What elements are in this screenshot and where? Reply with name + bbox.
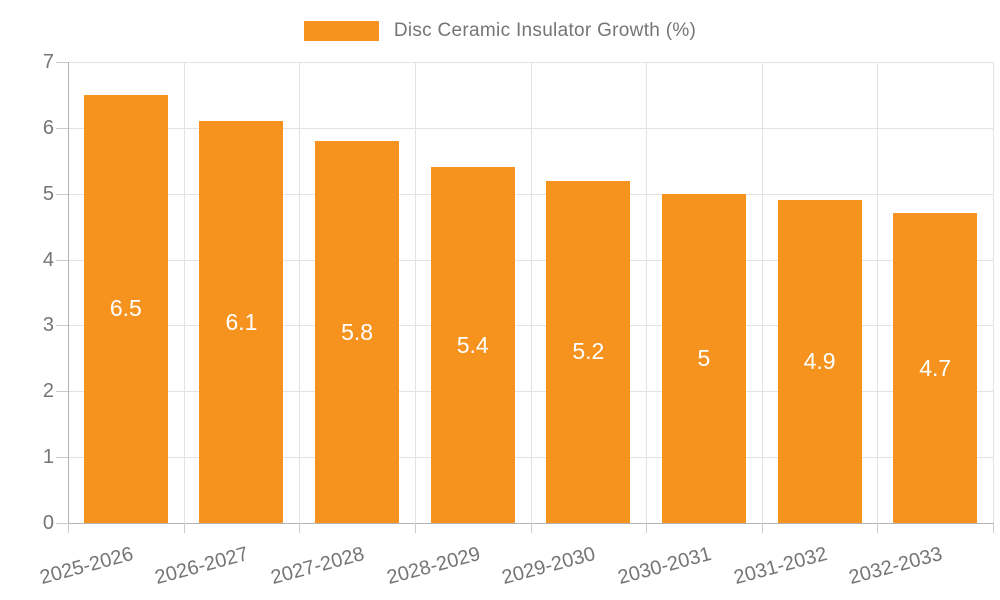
bar[interactable]: 5.4 [430, 167, 515, 523]
x-tick-mark [183, 523, 185, 533]
y-tick-mark [56, 523, 68, 524]
legend-label: Disc Ceramic Insulator Growth (%) [393, 20, 697, 41]
y-axis-tick-label: 4 [42, 248, 54, 271]
y-axis-tick-label: 5 [42, 182, 54, 205]
gridline-vertical [646, 62, 648, 523]
legend-swatch-icon [303, 21, 379, 41]
x-tick-mark [68, 523, 69, 533]
y-axis-tick-label: 6 [42, 116, 54, 139]
x-tick-mark [530, 523, 532, 533]
bar[interactable]: 4.7 [893, 213, 978, 523]
bar[interactable]: 6.1 [199, 121, 284, 523]
y-axis-tick-label: 0 [42, 512, 54, 534]
x-tick-mark [993, 523, 994, 533]
bar-value-label: 6.1 [225, 308, 258, 335]
y-tick-mark [56, 391, 68, 393]
y-axis-tick-label: 3 [42, 314, 54, 337]
bar-value-label: 6.5 [109, 295, 142, 322]
x-tick-mark [877, 523, 879, 533]
y-axis-line [68, 62, 69, 523]
y-axis-tick-label: 7 [42, 51, 54, 73]
x-tick-mark [299, 523, 301, 533]
gridline-vertical [530, 62, 532, 523]
y-tick-mark [56, 259, 68, 261]
bar-value-label: 5.8 [341, 318, 374, 345]
bar-value-label: 5.4 [456, 331, 489, 358]
gridline-vertical [183, 62, 185, 523]
gridline-vertical [877, 62, 879, 523]
gridline-vertical [414, 62, 416, 523]
gridline-vertical [299, 62, 301, 523]
y-tick-mark [56, 325, 68, 327]
gridline-vertical [993, 62, 994, 523]
legend[interactable]: Disc Ceramic Insulator Growth (%) [0, 20, 1000, 42]
bar-value-label: 4.7 [919, 354, 952, 381]
x-tick-mark [761, 523, 763, 533]
y-tick-mark [56, 127, 68, 129]
y-tick-mark [56, 62, 68, 63]
bar-value-label: 5 [697, 344, 711, 371]
bar-value-label: 5.2 [572, 338, 605, 365]
y-axis-tick-label: 1 [42, 446, 54, 469]
x-tick-mark [414, 523, 416, 533]
bar[interactable]: 5.2 [546, 180, 631, 523]
bar[interactable]: 4.9 [777, 200, 862, 523]
y-tick-mark [56, 457, 68, 459]
bar[interactable]: 5 [661, 193, 746, 523]
bar[interactable]: 6.5 [83, 94, 168, 523]
y-tick-mark [56, 193, 68, 195]
y-axis-tick-label: 2 [42, 380, 54, 403]
gridline-vertical [761, 62, 763, 523]
bar[interactable]: 5.8 [315, 141, 400, 523]
x-tick-mark [646, 523, 648, 533]
bar-value-label: 4.9 [803, 348, 836, 375]
